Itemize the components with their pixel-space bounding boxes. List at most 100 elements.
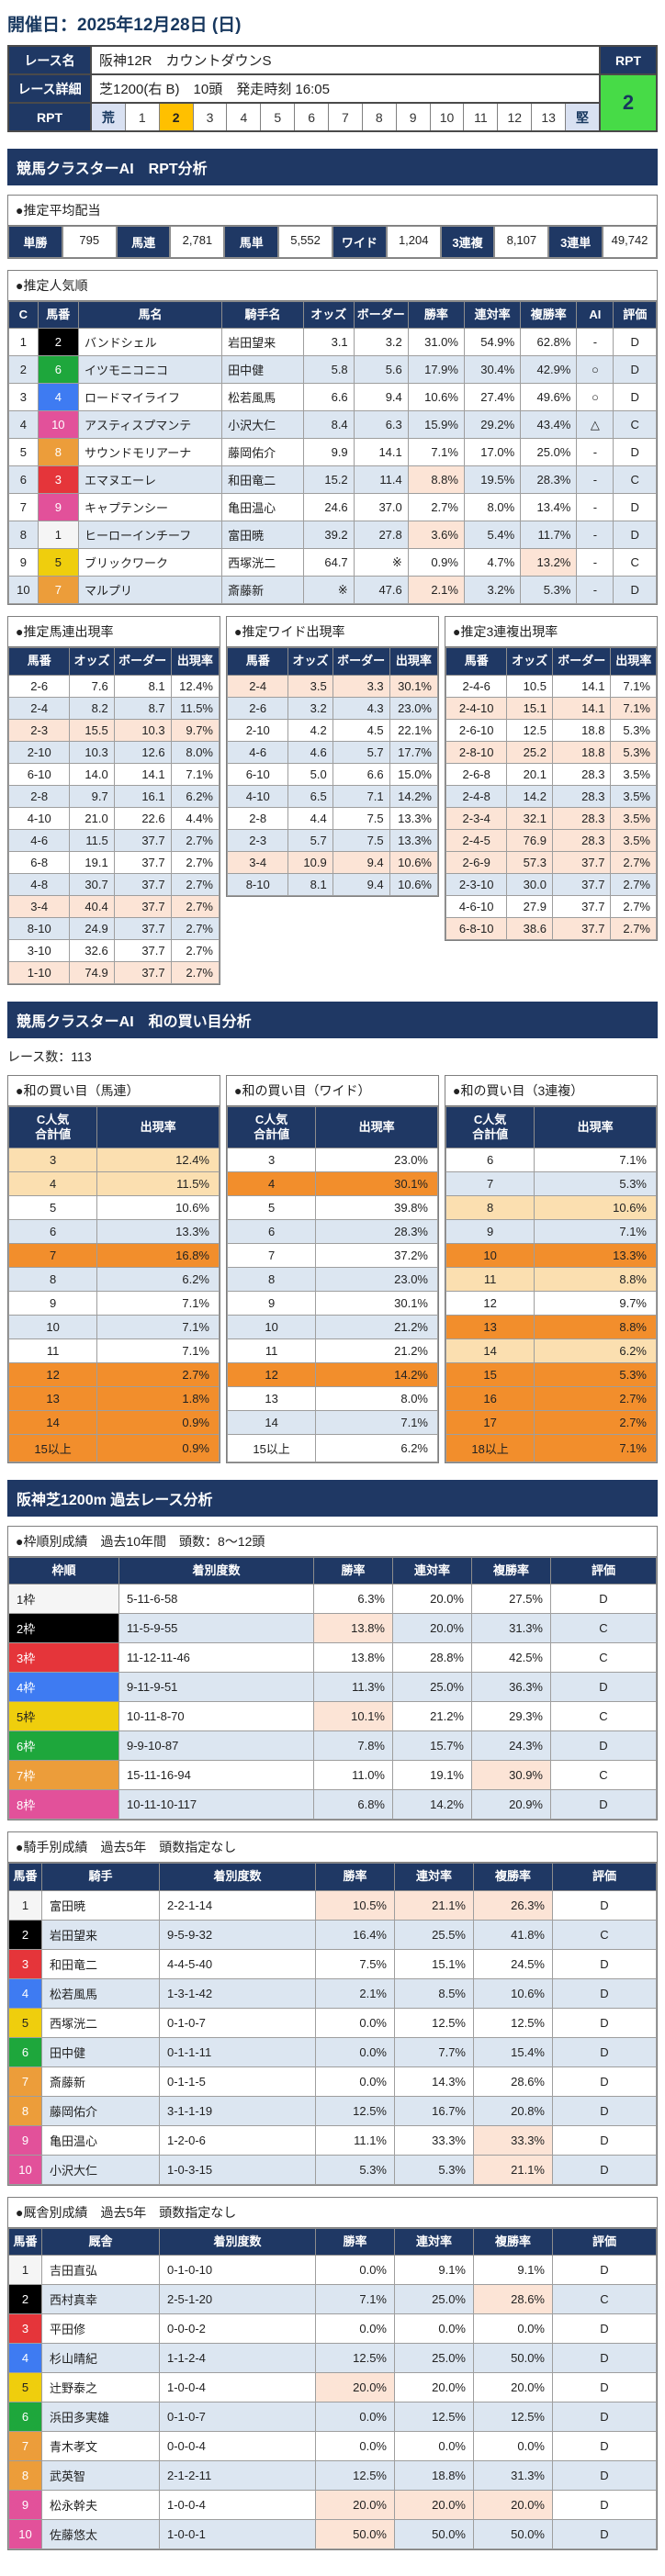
cell: 斎藤新	[41, 2066, 160, 2097]
cell: イツモニコニコ	[77, 355, 223, 385]
cell: 27.5%	[471, 1584, 551, 1615]
cell: 5.6	[353, 355, 409, 385]
cell: 9-5-9-32	[159, 1919, 316, 1950]
cell: 16	[445, 1386, 535, 1411]
cell: 37.7	[113, 960, 172, 984]
cell: 0.0%	[315, 2036, 395, 2067]
cell: D	[552, 2401, 657, 2432]
cell: 20.0%	[315, 2371, 395, 2402]
cell: 2-1-2-11	[159, 2459, 316, 2491]
cell: 21.1%	[394, 1889, 474, 1921]
frame-results-title: ●枠順別成績 過去10年間 頭数：8～12頭	[8, 1527, 657, 1557]
table-row: 8 10.6%	[445, 1195, 657, 1220]
cell: 30.7	[69, 872, 115, 896]
wa-wide-table: C人気 合計値 出現率 3 23.0% 4 30.1% 5 39.8% 6 28.3% 7 37.2%…	[226, 1105, 438, 1462]
cell: 松永幹夫	[41, 2489, 160, 2520]
rpt-scale-cell: 1	[125, 104, 160, 130]
cell: 2-6	[7, 674, 71, 698]
table-row: 9 30.1%	[226, 1291, 438, 1316]
cell: 14.2%	[389, 784, 439, 808]
cell: 9.1%	[473, 2254, 553, 2285]
cell: 15.7%	[392, 1730, 472, 1762]
rpt-scale-cell: 11	[464, 104, 499, 130]
cell: 20.0%	[315, 2489, 395, 2520]
cell: 9	[8, 2124, 42, 2156]
cell: 18.8	[551, 718, 612, 742]
cell: 3.5%	[610, 784, 657, 808]
table-row: 10 7.1%	[7, 1315, 220, 1339]
cell: 7.1	[332, 784, 390, 808]
cell: 7枠	[8, 1760, 119, 1791]
column-header: 馬番	[7, 647, 71, 676]
payout-label: 3連複	[440, 226, 495, 258]
cell: 3	[8, 1948, 42, 1979]
table-row: 8 武英智 2-1-2-11 12.5% 18.8% 31.3% D	[8, 2459, 657, 2491]
column-header: 複勝率	[471, 1556, 551, 1585]
column-header: 出現率	[170, 647, 220, 676]
cell: 小沢大仁	[41, 2154, 160, 2185]
cell: 7.1%	[96, 1315, 220, 1339]
table-row: 4-6-10 27.9 37.7 2.7%	[445, 894, 657, 918]
column-header: 厩舎	[41, 2227, 160, 2256]
cell: 15.9%	[407, 410, 465, 440]
table-row: 6 田中健 0-1-1-11 0.0% 7.7% 15.4% D	[8, 2036, 657, 2067]
cell: C	[550, 1642, 657, 1674]
cell: 2-6-10	[445, 718, 508, 742]
cell: 11-12-11-46	[118, 1642, 314, 1674]
table-row: 6 28.3%	[226, 1219, 438, 1244]
cell: 21.2%	[315, 1338, 438, 1363]
cell: 12.4%	[170, 674, 220, 698]
cell: 和田竜二	[221, 465, 304, 495]
table-row: 4-8 30.7 37.7 2.7%	[7, 872, 220, 896]
cell: 10.6%	[534, 1195, 657, 1220]
cell: C	[550, 1613, 657, 1644]
race-info-table: レース名 阪神12R カウントダウンS RPT レース詳細 芝1200(右 B)…	[7, 45, 658, 132]
cell: D	[552, 2518, 657, 2549]
cell: 平田修	[41, 2313, 160, 2344]
cell: 28.6%	[473, 2283, 553, 2314]
cell: 43.4%	[520, 410, 578, 440]
cell: 8.8%	[534, 1315, 657, 1339]
cell: 9.1%	[394, 2254, 474, 2285]
cell: 15以上	[7, 1434, 98, 1462]
cell: 藤岡佑介	[221, 438, 304, 467]
table-row: 8 23.0%	[226, 1267, 438, 1292]
cell: 4	[8, 2342, 42, 2373]
cell: 17.7%	[389, 740, 439, 764]
cell: 0.0%	[473, 2430, 553, 2461]
cell: 2.7%	[170, 850, 220, 874]
cell: 2-8	[226, 806, 289, 830]
cell: 2-10	[226, 718, 289, 742]
cell: 2.7%	[610, 872, 657, 896]
cell: D	[552, 2066, 657, 2097]
cell: 10-11-8-70	[118, 1701, 314, 1732]
payout-label: 3連単	[548, 226, 603, 258]
cell: 0.0%	[394, 2430, 474, 2461]
cell: 42.9%	[520, 355, 578, 385]
cell: 9-9-10-87	[118, 1730, 314, 1762]
cell: D	[552, 2489, 657, 2520]
cell: 2	[8, 2283, 42, 2314]
cell: D	[613, 493, 657, 522]
cell: D	[552, 2313, 657, 2344]
column-header: 連対率	[394, 2227, 474, 2256]
cell: 4	[7, 1171, 98, 1196]
column-header: オッズ	[69, 647, 115, 676]
table-row: 4-10 21.0 22.6 4.4%	[7, 806, 220, 830]
table-row: 5 10.6%	[7, 1195, 220, 1220]
cell: 37.7	[113, 850, 172, 874]
cell: 8	[8, 2459, 42, 2491]
table-row: 12 2.7%	[7, 1362, 220, 1387]
cell: 3.2	[353, 328, 409, 357]
cell: 8	[226, 1267, 317, 1292]
cell: 2-3-10	[445, 872, 508, 896]
cell: 21.0	[69, 806, 115, 830]
cell: 6.5	[287, 784, 333, 808]
table-row: 6-8-10 38.6 37.7 2.7%	[445, 916, 657, 940]
table-row: 5 西塚洸二 0-1-0-7 0.0% 12.5% 12.5% D	[8, 2007, 657, 2038]
cell: 29.2%	[463, 410, 522, 440]
table-row: 4 松若風馬 1-3-1-42 2.1% 8.5% 10.6% D	[8, 1977, 657, 2009]
cell: 12	[7, 1362, 98, 1387]
rpt-value-badge: 2	[599, 73, 658, 132]
table-row: 8-10 8.1 9.4 10.6%	[226, 872, 439, 896]
